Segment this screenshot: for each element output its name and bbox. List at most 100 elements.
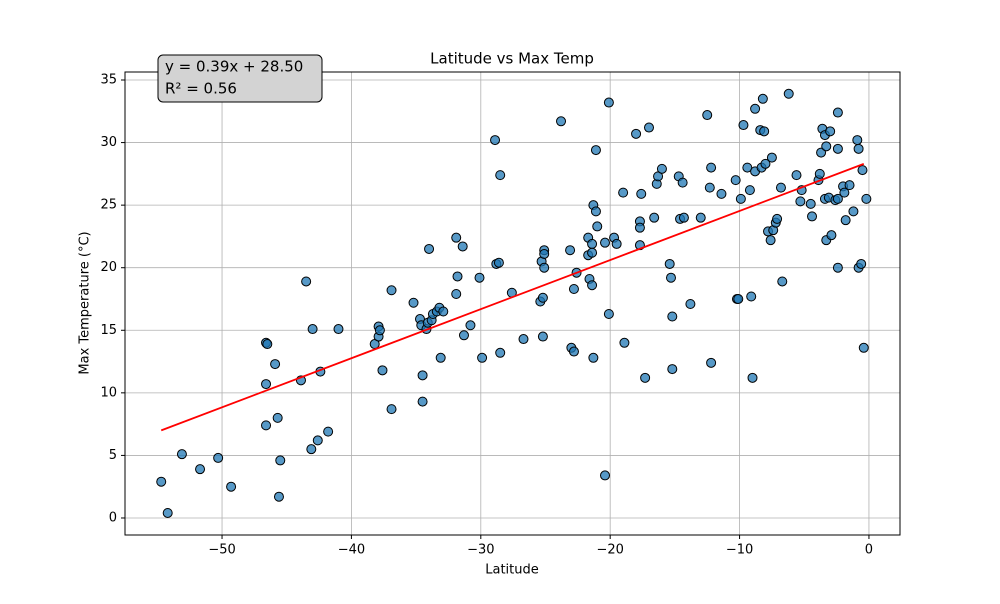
point <box>592 221 603 232</box>
point <box>757 93 768 104</box>
point <box>438 306 449 317</box>
point <box>665 272 676 283</box>
point <box>746 291 757 302</box>
point <box>537 331 548 342</box>
point <box>213 452 224 463</box>
x-tick-label: −10 <box>726 543 753 558</box>
y-axis-label: Max Temperature (°C) <box>78 231 93 374</box>
point <box>301 276 312 287</box>
point <box>474 272 485 283</box>
point <box>716 188 727 199</box>
point <box>587 280 598 291</box>
point <box>664 258 675 269</box>
point <box>760 158 771 169</box>
point <box>631 128 642 139</box>
point <box>791 170 802 181</box>
point <box>840 215 851 226</box>
point <box>735 193 746 204</box>
point <box>677 177 688 188</box>
point <box>852 135 863 146</box>
x-tick-label: −50 <box>208 543 235 558</box>
point <box>685 299 696 310</box>
point <box>603 309 614 320</box>
x-tick-label: −30 <box>467 543 494 558</box>
point <box>262 339 273 350</box>
point <box>226 481 237 492</box>
point <box>374 325 385 336</box>
point <box>386 285 397 296</box>
point <box>590 145 601 156</box>
y-tick-label: 15 <box>100 323 117 338</box>
point <box>738 120 749 131</box>
point <box>861 193 872 204</box>
point <box>272 412 283 423</box>
point <box>565 245 576 256</box>
point <box>588 352 599 363</box>
point <box>156 476 167 487</box>
point <box>695 212 706 223</box>
point <box>307 324 318 335</box>
point <box>490 135 501 146</box>
point <box>162 507 173 518</box>
point <box>825 126 836 137</box>
point <box>600 237 611 248</box>
point <box>766 152 777 163</box>
point <box>458 330 469 341</box>
point <box>814 168 825 179</box>
point <box>417 370 428 381</box>
point <box>636 188 647 199</box>
point <box>795 196 806 207</box>
plot-frame <box>124 71 901 536</box>
x-tick-label: −20 <box>596 543 623 558</box>
point <box>826 230 837 241</box>
point <box>640 372 651 383</box>
point <box>465 320 476 331</box>
point <box>853 143 864 154</box>
point <box>634 222 645 233</box>
point <box>656 163 667 174</box>
point <box>537 292 548 303</box>
point <box>556 116 567 127</box>
point <box>603 97 614 108</box>
point <box>495 170 506 181</box>
point <box>706 162 717 173</box>
point <box>706 357 717 368</box>
point <box>435 352 446 363</box>
point <box>495 347 506 358</box>
point <box>611 238 622 249</box>
point <box>649 212 660 223</box>
point <box>856 258 867 269</box>
y-tick-label: 5 <box>109 448 117 463</box>
y-tick-label: 25 <box>100 198 117 213</box>
point <box>195 464 206 475</box>
point <box>832 143 843 154</box>
chart-title: Latitude vs Max Temp <box>430 50 594 68</box>
point <box>539 262 550 273</box>
point <box>493 257 504 268</box>
point <box>261 420 272 431</box>
point <box>587 238 598 249</box>
point <box>451 288 462 299</box>
annotation-text: R² = 0.56 <box>165 80 237 98</box>
point <box>848 206 859 217</box>
point <box>261 379 272 390</box>
point <box>807 211 818 222</box>
point <box>539 248 550 259</box>
point <box>587 247 598 258</box>
x-tick-label: 0 <box>865 543 873 558</box>
point <box>730 175 741 186</box>
annotation-text: y = 0.39x + 28.50 <box>165 58 303 76</box>
point <box>323 426 334 437</box>
x-tick-label: −40 <box>338 543 365 558</box>
point <box>408 297 419 308</box>
point <box>759 126 770 137</box>
y-tick-label: 20 <box>100 260 117 275</box>
point <box>832 262 843 273</box>
point <box>452 271 463 282</box>
point <box>744 185 755 196</box>
annotation-box <box>157 54 323 103</box>
point <box>783 88 794 99</box>
point <box>702 110 713 121</box>
